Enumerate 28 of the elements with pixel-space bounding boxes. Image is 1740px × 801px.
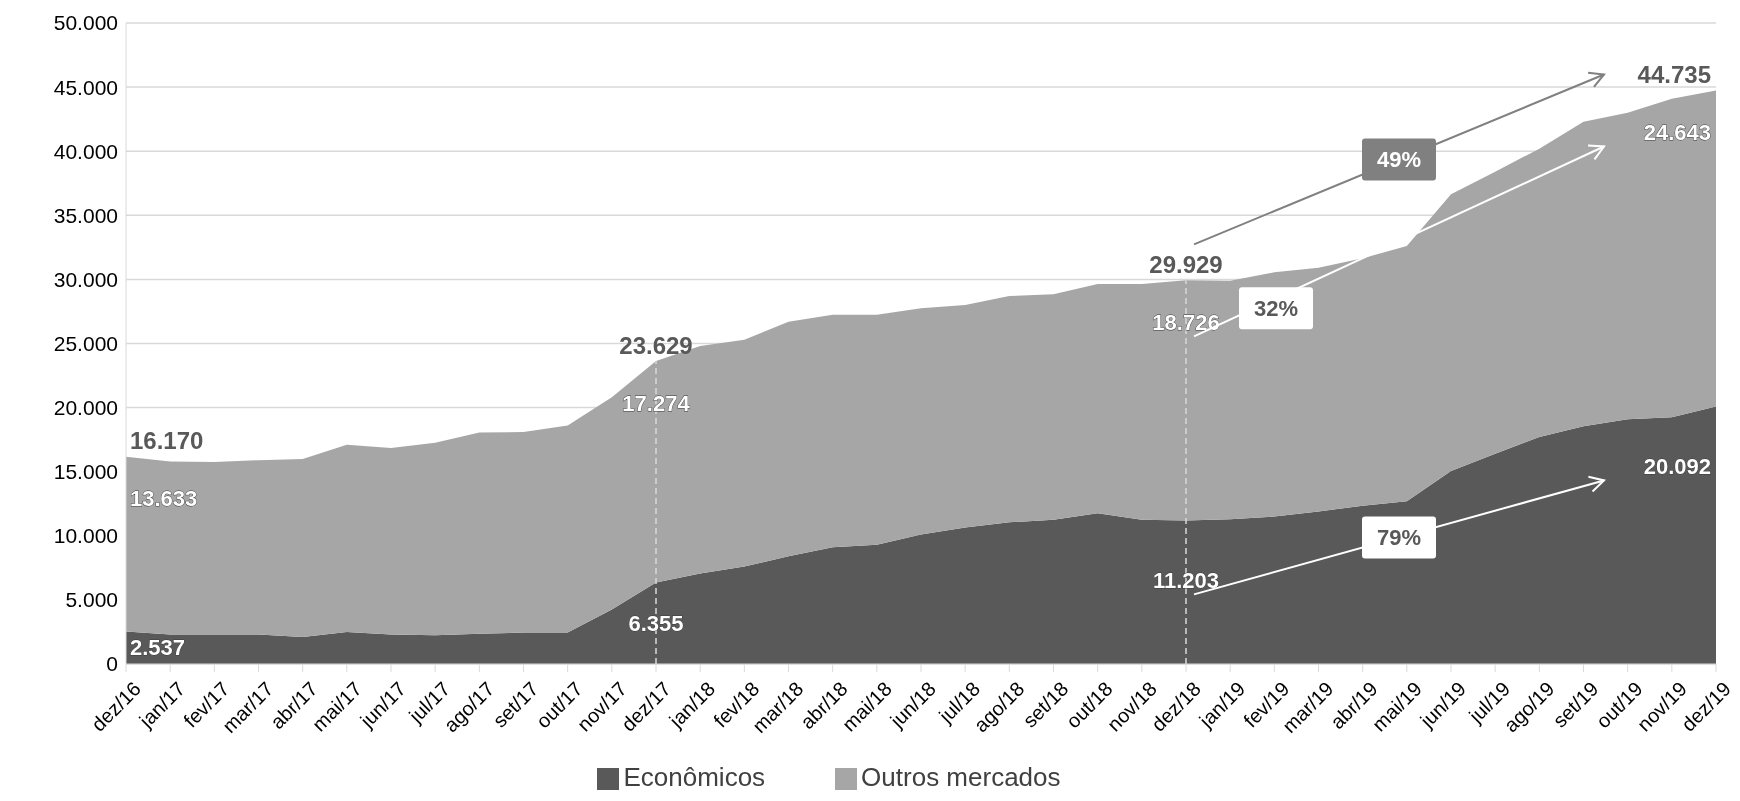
y-tick-label: 45.000: [53, 75, 118, 99]
legend-label: Econômicos: [623, 762, 766, 792]
y-tick-label: 25.000: [53, 331, 118, 355]
data-label: 18.726: [1152, 309, 1220, 335]
data-label: 17.274: [622, 390, 691, 416]
annotation: 32%: [1253, 295, 1299, 321]
y-tick-label: 30.000: [53, 267, 118, 291]
annotation: 79%: [1376, 524, 1422, 550]
y-tick-label: 50.000: [53, 11, 118, 35]
data-label: 6.355: [628, 610, 684, 636]
y-tick-label: 5.000: [65, 588, 118, 612]
y-tick-label: 35.000: [53, 203, 118, 227]
y-tick-label: 10.000: [53, 524, 118, 548]
total-label: 16.170: [130, 427, 204, 455]
y-tick-label: 0: [106, 652, 118, 676]
y-tick-label: 15.000: [53, 460, 118, 484]
total-label: 23.629: [619, 331, 693, 359]
y-tick-label: 20.000: [53, 396, 118, 420]
data-label: 13.633: [130, 486, 198, 512]
data-label: 24.643: [1643, 120, 1711, 145]
total-label: 29.929: [1149, 250, 1223, 278]
data-label: 20.092: [1643, 453, 1711, 479]
annotation: 49%: [1376, 146, 1422, 172]
data-label: 11.203: [1152, 567, 1220, 593]
legend-label: Outros mercados: [861, 762, 1061, 792]
data-label: 2.537: [130, 635, 186, 661]
total-label: 44.735: [1637, 61, 1711, 88]
y-tick-label: 40.000: [53, 139, 118, 163]
